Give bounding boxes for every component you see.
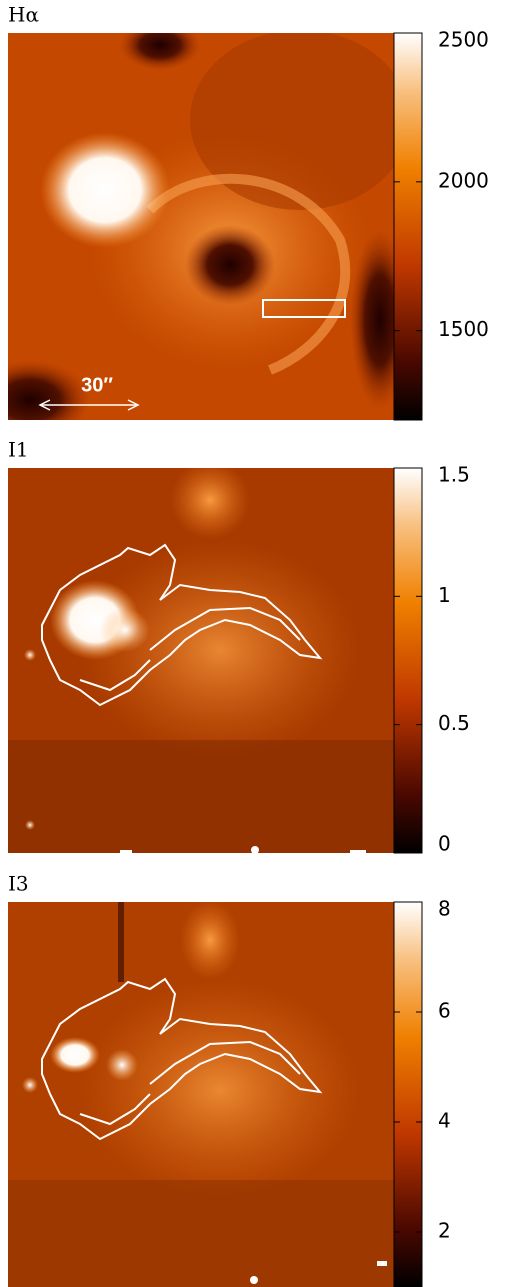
colorbar-tick-label: 6 xyxy=(438,999,451,1023)
i3-image xyxy=(8,900,394,1287)
colorbar xyxy=(394,468,422,853)
colorbar-tick-label: 1 xyxy=(438,583,451,607)
figure: 30″ Hα 1500 2000 2500 I1 0 0.5 1 1.5 I3 2 4 6 8 xyxy=(0,0,505,1287)
panel-title: Hα xyxy=(8,3,39,27)
colorbar xyxy=(394,902,422,1287)
colorbar-tick-label: 4 xyxy=(438,1109,451,1133)
ha-image xyxy=(0,20,410,440)
i1-image xyxy=(8,460,394,854)
panel-title: I3 xyxy=(8,872,29,896)
colorbar-tick-label: 1500 xyxy=(438,317,489,341)
colorbar-tick-label: 2500 xyxy=(438,28,489,52)
colorbar xyxy=(394,33,422,420)
colorbar-tick-label: 1.5 xyxy=(438,463,470,487)
colorbar-tick-label: 2000 xyxy=(438,168,489,192)
panel-title: I1 xyxy=(8,438,29,462)
scale-label: 30″ xyxy=(81,374,113,396)
colorbar-tick-label: 2 xyxy=(438,1219,451,1243)
colorbar-tick-label: 8 xyxy=(438,897,451,921)
colorbar-tick-label: 0 xyxy=(438,832,451,856)
colorbar-tick-label: 0.5 xyxy=(438,711,470,735)
